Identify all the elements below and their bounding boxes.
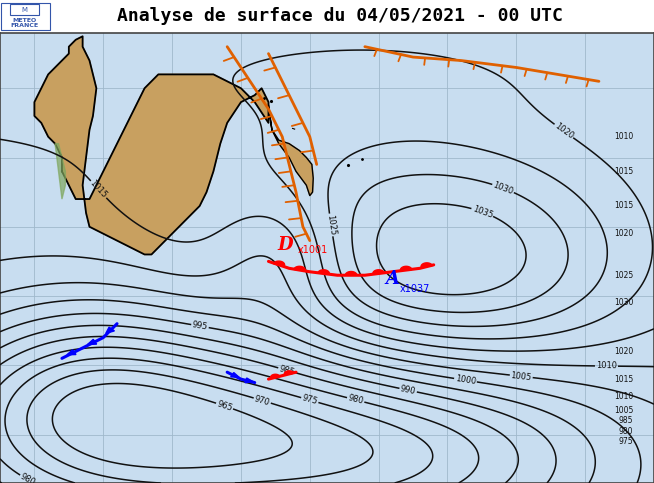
Polygon shape [421,263,432,268]
Text: 980: 980 [19,472,37,483]
Text: 1015: 1015 [88,179,109,200]
Text: 1010: 1010 [614,132,633,141]
Text: 1000: 1000 [455,374,477,386]
Polygon shape [373,270,385,274]
Text: 985: 985 [619,416,633,425]
Text: 1010: 1010 [614,392,633,401]
Text: METEO: METEO [12,18,37,23]
Text: 1020: 1020 [614,229,633,238]
Text: x1037: x1037 [400,284,430,294]
Text: 1010: 1010 [596,361,617,370]
Text: 975: 975 [301,394,318,407]
Bar [1,2,50,30]
Text: 1015: 1015 [614,167,633,176]
Text: 1020: 1020 [614,347,633,356]
Bar [10,4,39,15]
Text: 980: 980 [347,394,364,406]
Text: A: A [385,270,400,288]
Text: M: M [22,7,28,13]
Text: x1001: x1001 [298,244,328,255]
Polygon shape [345,271,357,275]
Polygon shape [318,270,330,274]
Polygon shape [294,266,305,270]
Polygon shape [245,378,253,383]
Polygon shape [35,36,269,255]
Text: 1005: 1005 [614,406,633,415]
Text: 990: 990 [400,384,417,396]
Polygon shape [284,371,294,375]
Text: 1030: 1030 [614,298,633,308]
Text: 985: 985 [278,364,296,377]
Text: 1030: 1030 [492,180,515,196]
Polygon shape [55,143,65,199]
Text: 1025: 1025 [614,271,633,280]
Text: 1035: 1035 [471,204,494,220]
Polygon shape [67,350,76,355]
Polygon shape [106,327,114,333]
Text: 1005: 1005 [510,370,532,382]
Polygon shape [88,340,97,344]
Polygon shape [400,266,412,270]
Text: Analyse de surface du 04/05/2021 - 00 UTC: Analyse de surface du 04/05/2021 - 00 UT… [117,7,563,26]
Polygon shape [231,372,239,377]
Text: FRANCE: FRANCE [10,23,39,28]
Text: 995: 995 [192,320,209,332]
Polygon shape [271,374,280,378]
Text: 1020: 1020 [553,121,575,141]
Polygon shape [273,261,284,266]
Text: 970: 970 [253,394,271,407]
Text: 975: 975 [619,437,633,446]
Text: 1015: 1015 [614,201,633,211]
Text: 980: 980 [619,426,633,436]
Text: 1025: 1025 [325,214,337,236]
Polygon shape [269,106,313,196]
Text: 1015: 1015 [614,375,633,384]
Text: D: D [278,237,294,255]
Text: 965: 965 [216,399,233,413]
